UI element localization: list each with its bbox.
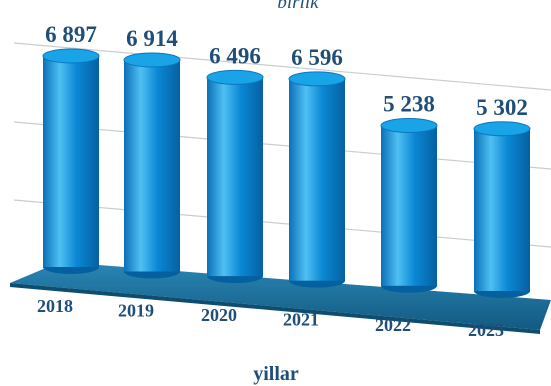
bars-group xyxy=(42,48,531,298)
value-label: 6 596 xyxy=(291,45,343,70)
bar-2019 xyxy=(123,52,181,279)
bar-2023 xyxy=(473,121,531,298)
bar-body xyxy=(381,125,437,286)
value-label: 5 238 xyxy=(383,92,435,117)
x-tick-label: 2022 xyxy=(375,315,411,335)
bar-body xyxy=(207,77,263,277)
x-tick-label: 2021 xyxy=(283,310,319,330)
unit-label: birlik xyxy=(277,0,319,13)
value-label: 5 302 xyxy=(476,95,528,120)
x-tick-label: 2020 xyxy=(201,305,237,325)
gridlines xyxy=(13,42,551,248)
x-tick-label: 2018 xyxy=(37,296,73,316)
bar-top xyxy=(42,48,100,64)
x-tick-label: 2019 xyxy=(118,301,154,321)
value-label: 6 897 xyxy=(45,22,97,47)
value-label: 6 496 xyxy=(209,43,261,68)
bar-top xyxy=(473,121,531,137)
bar-body xyxy=(43,56,99,267)
value-label: 6 914 xyxy=(126,26,178,51)
gridline xyxy=(13,42,551,91)
gridline xyxy=(13,121,551,170)
bar-2018 xyxy=(42,48,100,274)
value-labels-group: 6 897 6 914 6 496 6 596 5 238 5 302 xyxy=(45,22,528,120)
bar-body xyxy=(474,128,530,291)
x-tick-labels-group: 2018 2019 2020 2021 2022 2023 xyxy=(37,296,504,340)
bar-top xyxy=(288,71,346,87)
bar-top xyxy=(380,118,438,134)
bar-top xyxy=(206,69,264,85)
chart-floor xyxy=(10,262,551,330)
bar-body xyxy=(124,59,180,272)
bar-top xyxy=(123,52,181,68)
chart-floor-edge xyxy=(10,283,540,334)
bar-body xyxy=(289,78,345,281)
x-tick-label: 2023 xyxy=(468,320,504,340)
gridline xyxy=(13,199,551,248)
bar-2021 xyxy=(288,71,346,288)
bar-2022 xyxy=(380,118,438,293)
x-axis-title: yillar xyxy=(253,363,299,385)
bar-2020 xyxy=(206,69,264,284)
